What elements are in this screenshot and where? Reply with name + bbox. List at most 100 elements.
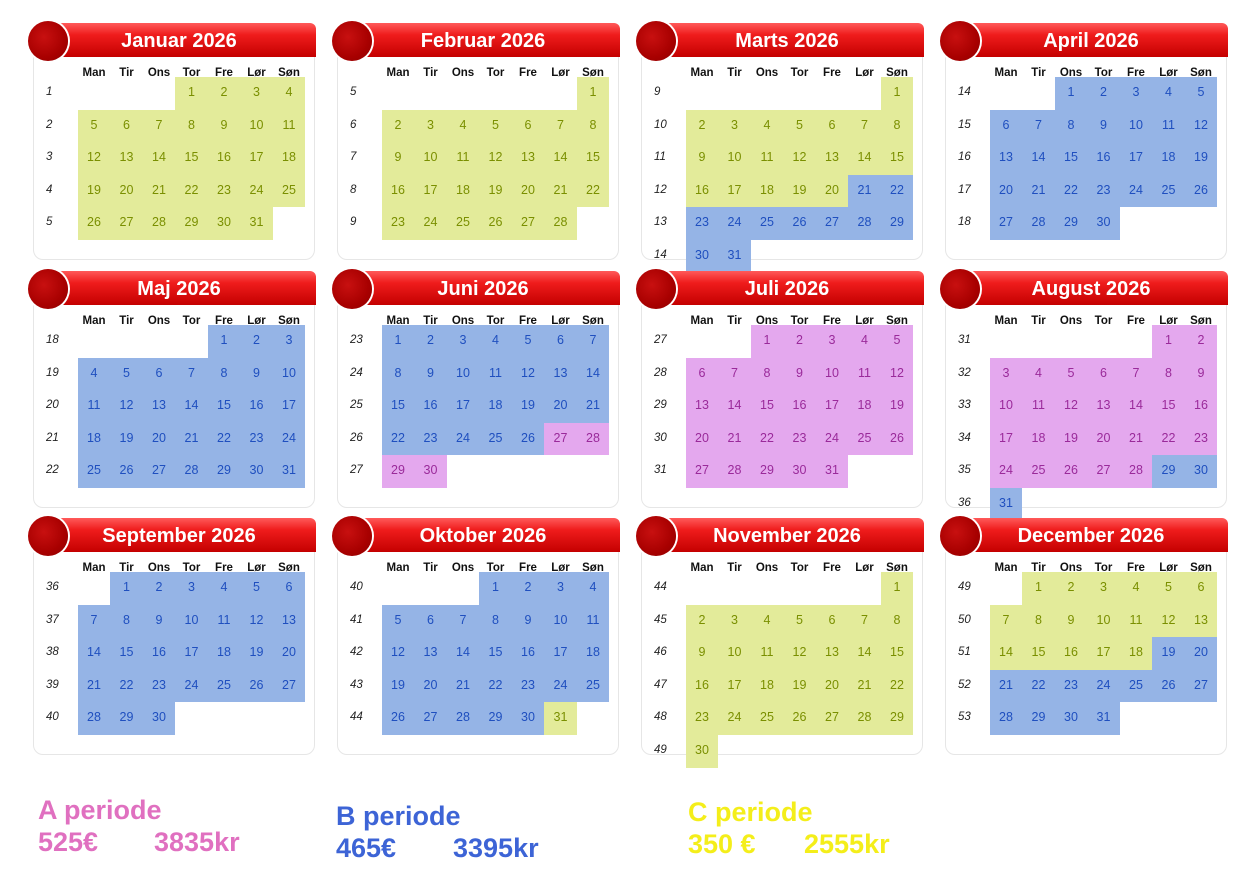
day-cell: 8 [492, 612, 499, 627]
period-cell [1152, 142, 1185, 175]
day-cell: 15 [391, 398, 405, 413]
day-cell: 10 [825, 365, 839, 380]
period-cell [1087, 702, 1120, 735]
day-cell: 7 [155, 117, 163, 132]
period-cell [750, 455, 783, 488]
period-cell [272, 142, 305, 175]
day-cell: 11 [1129, 612, 1143, 627]
week-number: 51 [958, 646, 971, 659]
period-cell [1184, 390, 1217, 423]
day-cell: 29 [890, 710, 904, 725]
period-cell [414, 604, 447, 638]
week-number: 47 [654, 678, 667, 691]
day-cell: 5 [253, 580, 260, 594]
day-cell: 2 [524, 580, 532, 594]
day-header: Søn [278, 315, 300, 327]
day-cell: 13 [825, 150, 839, 165]
period-cell [848, 669, 881, 703]
period-cell [1184, 174, 1217, 208]
period-cell [511, 669, 544, 703]
period-cell [1087, 637, 1120, 670]
period-cell [446, 604, 479, 638]
period-cell [1184, 142, 1217, 175]
week-number: 18 [46, 334, 59, 346]
day-cell: 19 [87, 182, 101, 197]
day-cell: 14 [456, 645, 470, 660]
day-cell: 8 [123, 612, 130, 627]
week-number: 30 [654, 431, 667, 444]
period-cell [1087, 357, 1120, 391]
period-cell [989, 142, 1022, 175]
period-cell [175, 174, 208, 208]
month-title: April 2026 [954, 23, 1228, 57]
period-cell [880, 109, 913, 143]
day-header: Tor [182, 562, 201, 574]
day-cell: 13 [152, 398, 166, 413]
period-cell [272, 77, 305, 110]
day-cell: 27 [825, 215, 839, 230]
day-cell: 3 [188, 580, 195, 594]
day-cell: 22 [488, 677, 503, 692]
period-cell [240, 422, 273, 456]
day-cell: 25 [1129, 677, 1143, 692]
day-cell: 29 [391, 463, 405, 478]
month-title: Juli 2026 [650, 271, 924, 305]
day-cell: 22 [1064, 182, 1078, 197]
day-header: Ons [451, 562, 475, 574]
period-cell [750, 357, 783, 391]
day-cell: 5 [796, 117, 803, 132]
day-cell: 27 [423, 710, 438, 725]
day-header: Lør [247, 562, 266, 574]
period-cell [685, 109, 718, 143]
day-header: Søn [278, 562, 300, 574]
day-cell: 17 [727, 182, 742, 197]
period-cell [718, 357, 751, 391]
month-card: Januar 2026 Man Tir Ons Tor Fre Lør Søn 1 2 3 4 5 1 2 3… [28, 21, 316, 260]
day-cell: 4 [1035, 365, 1042, 380]
day-cell: 24 [423, 215, 438, 230]
day-cell: 4 [285, 85, 293, 99]
day-cell: 31 [1096, 710, 1111, 725]
day-cell: 31 [825, 463, 839, 478]
period-cell [685, 455, 718, 488]
day-cell: 18 [1031, 430, 1046, 445]
week-number: 35 [958, 464, 971, 477]
day-cell: 23 [1096, 182, 1111, 197]
period-cell [1022, 390, 1055, 423]
day-cell: 31 [282, 463, 296, 478]
month-card: Maj 2026 Man Tir Ons Tor Fre Lør Søn 18 19 20 21 22 1… [28, 269, 316, 508]
month-badge-icon [332, 269, 372, 309]
day-header-row: Man Tir Ons Tor Fre Lør Søn [338, 562, 618, 576]
day-cell: 11 [1162, 117, 1175, 132]
day-header: Ons [147, 562, 171, 574]
day-cell: 20 [152, 430, 166, 445]
period-cell [272, 669, 305, 703]
day-cell: 2 [427, 333, 434, 347]
period-cell [110, 357, 143, 391]
period-cell [1152, 77, 1185, 110]
day-cell: 24 [727, 215, 742, 230]
day-cell: 14 [727, 398, 742, 413]
period-cell [1054, 142, 1087, 175]
period-cell [1152, 455, 1185, 488]
day-cell: 20 [825, 182, 839, 197]
day-header: Søn [886, 67, 908, 79]
day-cell: 17 [1129, 150, 1143, 165]
day-cell: 23 [217, 182, 231, 197]
period-cell [207, 109, 240, 143]
day-cell: 31 [553, 710, 568, 725]
day-header: Ons [1059, 67, 1083, 79]
period-cell [511, 325, 544, 358]
day-cell: 1 [589, 85, 597, 99]
day-cell: 15 [184, 150, 199, 165]
period-cell [207, 142, 240, 175]
period-cell [110, 422, 143, 456]
day-cell: 4 [459, 117, 467, 132]
week-number: 1 [46, 86, 53, 98]
day-cell: 26 [488, 215, 503, 230]
day-cell: 19 [792, 182, 807, 197]
day-cell: 3 [731, 117, 738, 132]
week-number: 5 [350, 86, 357, 98]
day-cell: 14 [1129, 398, 1143, 413]
day-cell: 11 [760, 645, 774, 660]
